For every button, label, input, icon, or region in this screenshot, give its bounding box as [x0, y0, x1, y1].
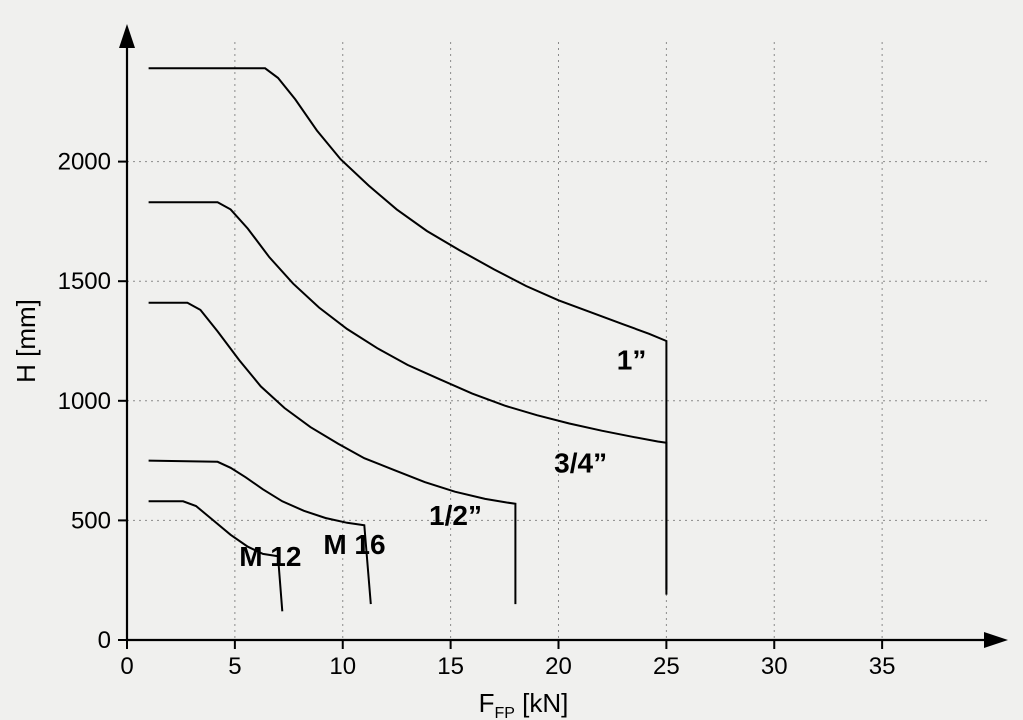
xtick-label: 35: [869, 653, 896, 680]
ytick-label: 1000: [58, 388, 111, 415]
xtick-label: 5: [228, 653, 241, 680]
chart-svg: M 12 M 16 1/2” 3/4” 1” 0 5 10 15 20 25 30 35 0 500 1000…: [0, 0, 1023, 720]
series-label-1-: 1”: [617, 345, 647, 376]
ytick-label: 1500: [58, 268, 111, 295]
xtick-label: 10: [329, 653, 356, 680]
ytick-label: 500: [71, 507, 111, 534]
series-label-m-12: M 12: [239, 541, 301, 572]
xtick-label: 15: [437, 653, 464, 680]
series-label-1-2-: 1/2”: [429, 500, 482, 531]
ytick-label: 0: [98, 627, 111, 654]
xtick-label: 0: [120, 653, 133, 680]
y-axis-title: H [mm]: [11, 299, 41, 383]
series-label-m-16: M 16: [323, 529, 385, 560]
x-axis-title: FFP [kN]: [479, 688, 569, 720]
xtick-label: 20: [545, 653, 572, 680]
ytick-label: 2000: [58, 149, 111, 176]
xtick-label: 25: [653, 653, 680, 680]
chart-container: M 12 M 16 1/2” 3/4” 1” 0 5 10 15 20 25 30 35 0 500 1000…: [0, 0, 1023, 720]
series-label-3-4-: 3/4”: [554, 448, 607, 479]
xtick-label: 30: [761, 653, 788, 680]
